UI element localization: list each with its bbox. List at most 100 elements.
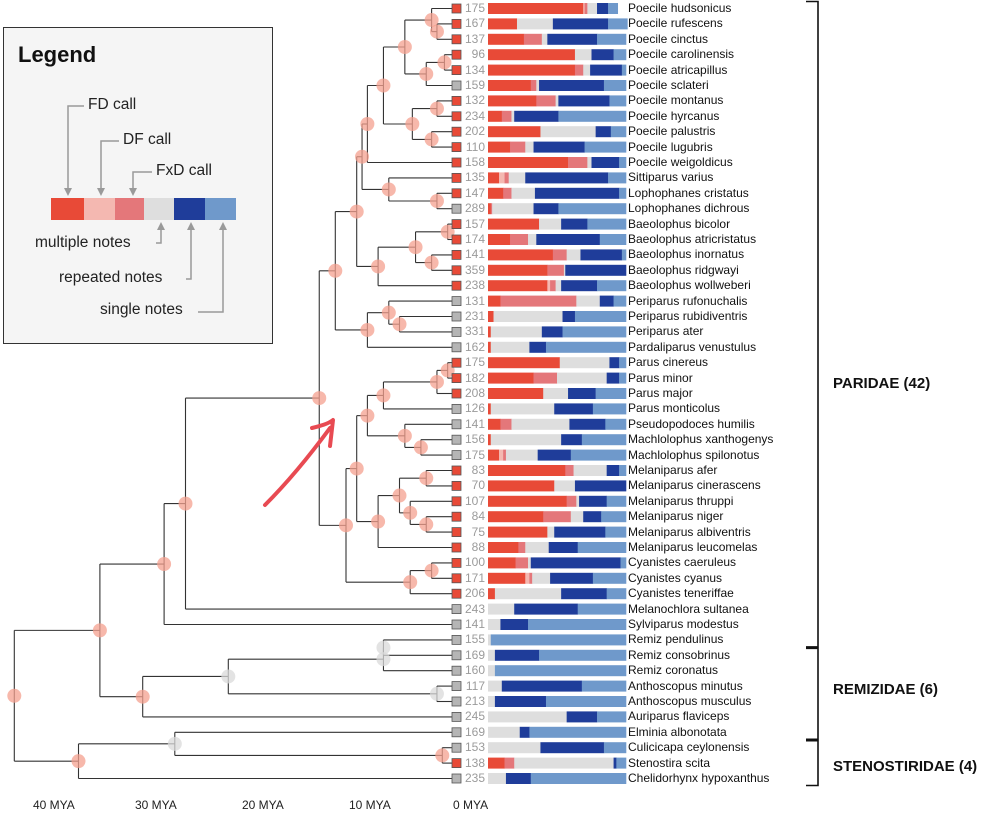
bar-segment-repeated-notes bbox=[569, 418, 606, 430]
tip-square bbox=[451, 573, 462, 584]
bar-segment-single-notes bbox=[530, 773, 627, 784]
species-count: 331 bbox=[464, 324, 485, 339]
bar-segment-repeated-notes bbox=[501, 680, 583, 692]
ancestral-node bbox=[376, 388, 391, 403]
bar-segment-fd-call bbox=[488, 311, 494, 322]
bar-segment-single-notes bbox=[494, 665, 627, 677]
bar-segment-multiple-notes bbox=[574, 49, 592, 61]
bar-segment-df-call bbox=[499, 172, 505, 184]
species-count: 206 bbox=[464, 586, 485, 601]
bar-segment-fd-call bbox=[488, 95, 537, 107]
legend-label-multiple-notes: multiple notes bbox=[35, 234, 131, 251]
legend-swatch-fxd-call bbox=[115, 198, 144, 220]
ancestral-node bbox=[157, 557, 172, 572]
leader-multiple bbox=[156, 226, 162, 244]
bar-segment-multiple-notes bbox=[488, 649, 496, 661]
species-count: 159 bbox=[464, 78, 485, 92]
legend-label-single-notes: single notes bbox=[100, 301, 183, 318]
tip-square bbox=[451, 635, 462, 645]
bar-segment-fxd-call bbox=[584, 3, 588, 14]
ancestral-node bbox=[371, 259, 386, 274]
bar-segment-fxd-call bbox=[574, 64, 584, 76]
leader-repeated bbox=[186, 226, 192, 280]
bar-segment-repeated-notes bbox=[519, 726, 530, 738]
tip-square bbox=[451, 142, 462, 153]
species-name: Poecile hudsonicus bbox=[628, 1, 732, 15]
tip-square bbox=[451, 265, 462, 276]
ancestral-node bbox=[349, 461, 364, 476]
ancestral-node bbox=[360, 408, 375, 423]
species-count: 174 bbox=[464, 232, 485, 246]
bar-segment-multiple-notes bbox=[555, 280, 562, 292]
ancestral-node bbox=[405, 117, 420, 131]
bar-segment-repeated-notes bbox=[562, 311, 576, 322]
bar-segment-fd-call bbox=[488, 203, 492, 215]
tip-square bbox=[451, 234, 462, 245]
legend-swatch-repeated-notes bbox=[174, 198, 205, 220]
species-name: Melaniparus niger bbox=[628, 509, 724, 524]
legend: Legend FD call DF call FxD call multiple… bbox=[3, 27, 273, 344]
bar-segment-repeated-notes bbox=[579, 495, 607, 507]
bar-segment-fd-call bbox=[488, 511, 544, 523]
bar-segment-df-call bbox=[547, 280, 551, 292]
bar-segment-fd-call bbox=[488, 557, 516, 569]
bar-segment-fd-call bbox=[488, 172, 500, 184]
bar-segment-single-notes bbox=[545, 696, 627, 707]
bar-segment-single-notes bbox=[603, 742, 627, 754]
ancestral-nodes bbox=[7, 13, 455, 769]
species-name: Melaniparus leucomelas bbox=[628, 540, 758, 554]
bar-segment-multiple-notes bbox=[528, 234, 537, 245]
bar-segment-fxd-call bbox=[500, 418, 512, 430]
bar-segment-single-notes bbox=[609, 95, 627, 107]
bar-segment-single-notes bbox=[610, 126, 627, 138]
ancestral-node bbox=[440, 363, 455, 378]
species-name: Auriparus flaviceps bbox=[628, 709, 730, 724]
ancestral-node bbox=[403, 575, 418, 590]
ancestral-node bbox=[440, 224, 455, 239]
ancestral-node bbox=[381, 305, 396, 320]
bar-segment-single-notes bbox=[619, 357, 627, 369]
bar-segment-fxd-call bbox=[500, 295, 577, 307]
bar-segment-repeated-notes bbox=[561, 280, 598, 292]
ancestral-node bbox=[312, 391, 327, 406]
ancestral-node bbox=[339, 518, 353, 533]
ancestral-node bbox=[392, 488, 407, 503]
bar-segment-repeated-notes bbox=[591, 49, 614, 61]
ancestral-node bbox=[167, 736, 182, 751]
species-name: Remiz pendulinus bbox=[628, 632, 724, 647]
bar-segment-fd-call bbox=[488, 357, 561, 369]
bar-segment-repeated-notes bbox=[548, 542, 578, 553]
tip-square bbox=[451, 419, 462, 430]
bar-segment-multiple-notes bbox=[511, 187, 536, 199]
bar-segment-multiple-notes bbox=[490, 434, 562, 446]
bar-segment-multiple-notes bbox=[505, 449, 538, 461]
species-name: Poecile carolinensis bbox=[628, 47, 735, 62]
bar-segment-fd-call bbox=[488, 480, 555, 492]
bar-segment-fxd-call bbox=[515, 557, 529, 569]
bar-segment-fxd-call bbox=[510, 234, 529, 245]
bar-segment-repeated-notes bbox=[590, 64, 623, 76]
bar-segment-repeated-notes bbox=[566, 711, 598, 723]
species-count: 235 bbox=[464, 771, 485, 785]
ancestral-node bbox=[376, 640, 391, 655]
tip-square bbox=[451, 388, 462, 399]
species-name: Poecile rufescens bbox=[628, 16, 723, 31]
ancestral-node bbox=[392, 317, 407, 332]
bar-segment-fxd-call bbox=[523, 33, 543, 45]
bar-segment-single-notes bbox=[581, 434, 627, 446]
ancestral-node bbox=[429, 374, 444, 389]
bar-segment-multiple-notes bbox=[488, 665, 496, 677]
species-count: 213 bbox=[464, 694, 485, 708]
bar-segment-multiple-notes bbox=[570, 511, 584, 523]
tip-square bbox=[451, 18, 462, 29]
species-name: Melaniparus afer bbox=[628, 463, 718, 477]
bar-segment-fd-call bbox=[488, 465, 566, 476]
bar-segment-repeated-notes bbox=[530, 557, 621, 569]
tip-square bbox=[451, 773, 462, 784]
species-name: Melanochlora sultanea bbox=[628, 601, 749, 616]
bar-segment-multiple-notes bbox=[516, 18, 554, 30]
legend-title: Legend bbox=[18, 42, 97, 67]
species-name: Anthoscopus minutus bbox=[628, 678, 743, 693]
bar-segment-single-notes bbox=[616, 757, 627, 769]
